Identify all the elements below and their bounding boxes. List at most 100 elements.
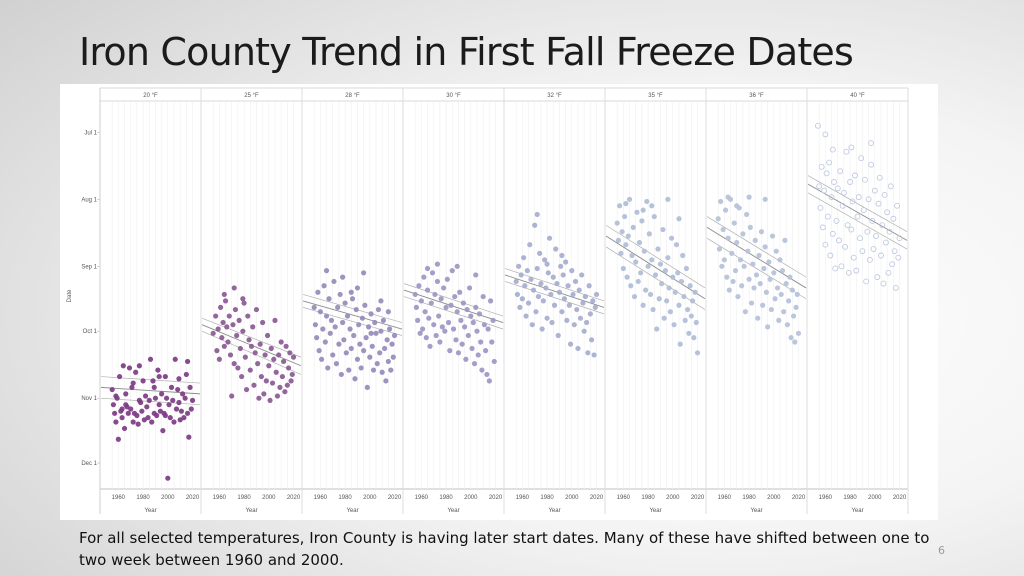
data-point	[274, 393, 281, 399]
data-point	[718, 198, 724, 205]
data-point	[640, 302, 646, 308]
data-point	[173, 406, 180, 412]
data-point	[686, 330, 692, 336]
data-point	[214, 348, 220, 354]
data-point	[337, 291, 343, 298]
data-point	[135, 421, 141, 427]
data-point	[682, 317, 688, 323]
data-point	[454, 309, 460, 315]
data-point	[748, 300, 755, 306]
freeze-date-trellis-chart: Date Jul 1 Aug 1 Sep 1 Oct 1 Nov 1 Dec 1 20 °F 1…	[67, 87, 909, 514]
x-tick-label: 2020	[893, 495, 907, 501]
data-point	[335, 304, 341, 310]
trend-upper-bound	[605, 246, 706, 310]
data-point	[163, 395, 170, 401]
data-point	[880, 280, 887, 287]
data-point	[175, 386, 181, 393]
data-point	[378, 298, 384, 304]
data-point	[426, 315, 432, 321]
trend-lower-bound	[807, 175, 908, 233]
data-point	[113, 419, 119, 425]
data-point	[636, 239, 643, 246]
data-point	[318, 356, 325, 362]
data-point	[681, 293, 687, 300]
trend-line	[504, 274, 605, 308]
data-point	[184, 410, 191, 416]
data-point	[130, 380, 136, 386]
data-point	[241, 300, 247, 306]
data-point	[258, 373, 264, 380]
x-tick-label: 2020	[388, 495, 402, 501]
data-point	[375, 306, 382, 313]
data-point	[650, 306, 656, 313]
data-point	[572, 278, 579, 285]
data-point	[556, 289, 563, 295]
data-point	[615, 237, 622, 243]
data-point	[645, 263, 651, 269]
data-point	[119, 415, 125, 421]
data-point	[424, 287, 431, 293]
data-point	[715, 216, 721, 222]
data-point	[750, 261, 756, 267]
data-point	[882, 239, 889, 246]
data-point	[468, 313, 474, 319]
data-point	[479, 367, 485, 373]
data-point	[231, 285, 237, 291]
data-point	[385, 309, 391, 315]
data-point	[443, 304, 449, 310]
data-point	[170, 397, 176, 403]
data-point	[752, 237, 758, 243]
data-point	[490, 317, 496, 323]
data-point	[890, 215, 897, 222]
data-point	[649, 203, 655, 209]
data-point	[850, 254, 857, 261]
data-point	[226, 313, 232, 319]
data-point	[448, 302, 454, 308]
data-point	[848, 226, 855, 233]
data-point	[364, 384, 370, 390]
data-point	[237, 345, 243, 352]
x-tick-label: 1960	[213, 495, 227, 501]
data-point	[278, 339, 284, 345]
data-point	[415, 317, 421, 323]
data-point	[779, 268, 786, 274]
data-point	[176, 376, 182, 382]
data-point	[323, 313, 330, 319]
data-point	[250, 324, 256, 330]
facet-header-label: 36 °F	[749, 93, 764, 99]
data-point	[582, 293, 589, 300]
data-point	[128, 406, 134, 412]
trend-line	[605, 235, 706, 300]
data-point	[577, 315, 584, 321]
data-point	[652, 272, 659, 278]
data-point	[523, 313, 529, 319]
data-point	[181, 415, 187, 421]
data-point	[517, 304, 523, 310]
x-tick-label: 2020	[691, 495, 705, 501]
data-point	[269, 380, 276, 386]
data-point	[458, 317, 464, 323]
data-point	[317, 309, 323, 315]
data-point	[439, 324, 445, 330]
data-point	[693, 319, 699, 326]
data-point	[863, 278, 870, 285]
data-point	[575, 345, 581, 352]
data-point	[246, 337, 252, 343]
data-point	[839, 202, 846, 209]
y-tick-label: Oct 1	[83, 329, 98, 335]
data-point	[273, 369, 279, 375]
data-point	[362, 302, 368, 308]
data-point	[284, 382, 290, 388]
data-point	[829, 230, 836, 237]
data-point	[560, 272, 566, 278]
data-point	[224, 324, 230, 330]
data-point	[869, 217, 876, 224]
trend-lower-bound	[706, 216, 807, 278]
data-point	[480, 293, 486, 300]
data-point	[878, 252, 884, 259]
x-tick-label: 1960	[415, 495, 429, 501]
data-point	[864, 228, 871, 235]
x-tick-label: 2000	[767, 495, 781, 501]
trend-lower-bound	[100, 376, 201, 384]
trend-upper-bound	[706, 237, 807, 300]
